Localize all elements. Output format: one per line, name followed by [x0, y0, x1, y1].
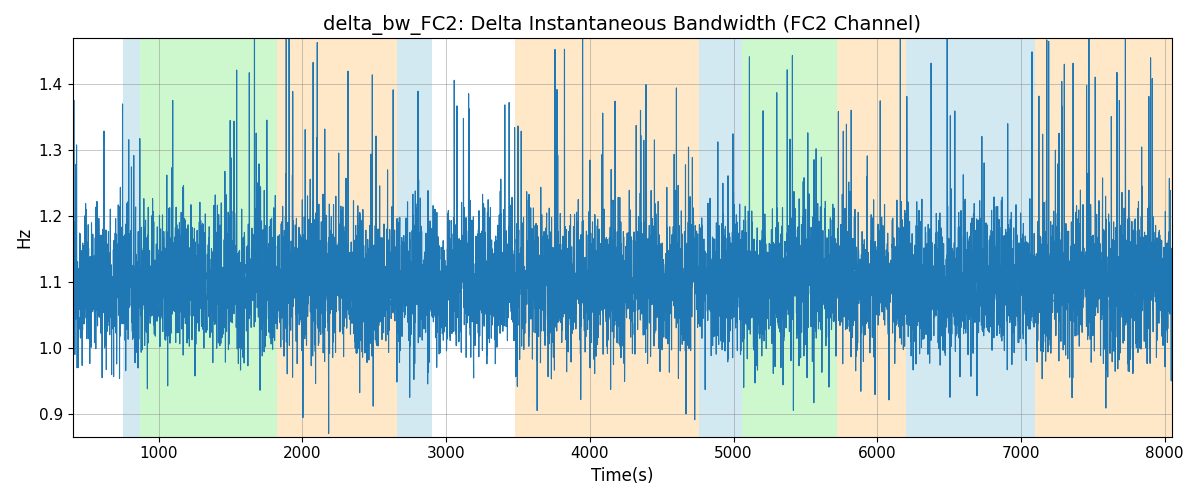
- Bar: [515, 38, 700, 436]
- Bar: [122, 38, 140, 436]
- Bar: [397, 38, 432, 436]
- Bar: [838, 38, 906, 436]
- Bar: [906, 38, 1036, 436]
- Y-axis label: Hz: Hz: [14, 227, 32, 248]
- Title: delta_bw_FC2: Delta Instantaneous Bandwidth (FC2 Channel): delta_bw_FC2: Delta Instantaneous Bandwi…: [323, 15, 922, 35]
- Bar: [1036, 38, 1180, 436]
- Bar: [276, 38, 397, 436]
- Bar: [140, 38, 276, 436]
- Bar: [700, 38, 742, 436]
- X-axis label: Time(s): Time(s): [590, 467, 654, 485]
- Bar: [742, 38, 838, 436]
